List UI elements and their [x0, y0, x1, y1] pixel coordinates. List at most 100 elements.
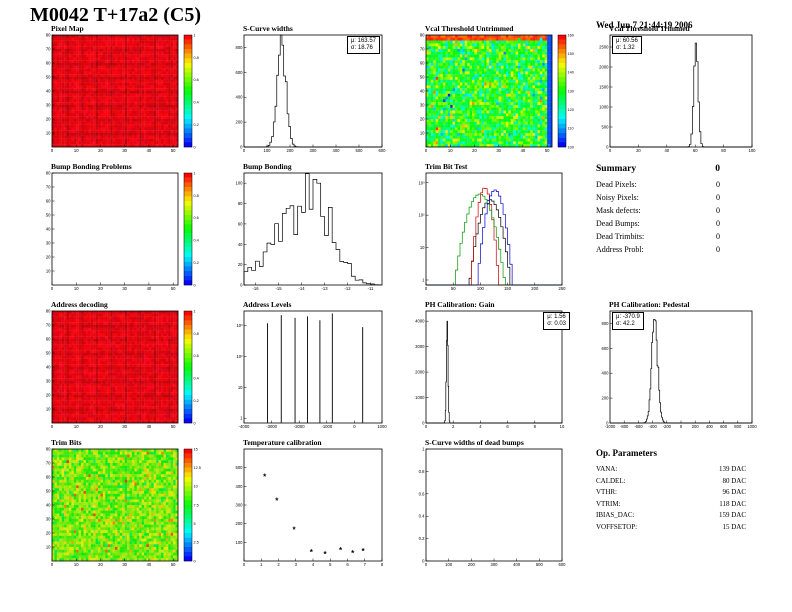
panel-temperature-calibration: Temperature calibration * * * * * * * * 0 1 2 3 4 5 6 7…	[228, 438, 390, 574]
panel-trim-bits: Trim Bits 0 10 20 30 40 50 10 20 30 40 50 60 70 80 15 1…	[36, 438, 206, 574]
svg-text:10²: 10²	[418, 213, 425, 218]
svg-text:10³: 10³	[418, 180, 425, 185]
svg-text:40: 40	[46, 227, 51, 232]
panel-dead-bumps-scurve: S-Curve widths of dead bumps 0 100 200 300 4…	[410, 438, 580, 574]
summary-value: 0	[716, 219, 720, 228]
panel-address-decoding: Address decoding 0 10 20 30 40 50 10 20 30 40 50 60…	[36, 300, 206, 436]
stats-box: μ: 163.57 σ: 18.76	[346, 36, 380, 54]
chart-title: S-Curve widths of dead bumps	[425, 438, 524, 447]
svg-text:250: 250	[559, 286, 567, 291]
op-row: VOFFSETOP: 15 DAC	[596, 522, 754, 534]
svg-text:40: 40	[147, 286, 152, 291]
chart-title: PH Calibration: Pedestal	[609, 300, 690, 309]
op-value: 139 DAC	[718, 465, 746, 473]
pixel-map-plot: 0 10 20 30 40 50 10 20 30 40 50 60 70 80 1 0.8 0.6 0.4 0.2…	[46, 33, 199, 153]
panel-ph-gain: PH Calibration: Gain 0 2 4 6 8 10 0 1000 2000 300…	[410, 300, 580, 436]
page-title: M0042 T+17a2 (C5)	[30, 4, 202, 26]
summary-total: 0	[715, 164, 720, 174]
panel-bump-bonding-problems: Bump Bonding Problems 0 10 20 30 40 50 10 20 30 4…	[36, 162, 206, 298]
svg-text:40: 40	[46, 89, 51, 94]
svg-text:0: 0	[243, 148, 246, 153]
svg-text:0.2: 0.2	[194, 261, 199, 265]
svg-text:40: 40	[420, 89, 425, 94]
chart-title: Temperature calibration	[243, 438, 322, 447]
svg-text:1: 1	[194, 33, 196, 37]
svg-text:120: 120	[568, 108, 574, 112]
stat-mu: μ: -370.9	[616, 314, 640, 320]
svg-text:100: 100	[477, 286, 485, 291]
summary-value: 0	[716, 245, 720, 254]
op-label: VTHR:	[596, 488, 617, 496]
svg-text:30: 30	[122, 286, 127, 291]
svg-text:800: 800	[236, 45, 244, 50]
summary-panel: Summary 0 Dead Pixels: 0 Noisy Pixels: 0…	[596, 164, 754, 256]
svg-text:80: 80	[46, 171, 51, 176]
chart-title: Pixel Map	[51, 24, 84, 33]
svg-text:200: 200	[531, 286, 539, 291]
svg-text:2500: 2500	[599, 45, 609, 50]
op-row: IBIAS_DAC: 159 DAC	[596, 510, 754, 522]
op-value: 15 DAC	[722, 522, 746, 531]
svg-text:50: 50	[171, 148, 176, 153]
stat-sigma: σ: 18.76	[350, 45, 373, 51]
svg-text:10: 10	[74, 286, 79, 291]
summary-label: Dead Trimbits:	[596, 232, 645, 241]
svg-text:0: 0	[425, 148, 428, 153]
op-value: 159 DAC	[718, 511, 746, 519]
op-value: 96 DAC	[722, 488, 746, 496]
panel-scurve-widths: S-Curve widths 0 100 200 300 400 500 600 0 200 40…	[228, 24, 390, 160]
panel-ph-pedestal: PH Calibration: Pedestal -1000 -800 -600 -4…	[594, 300, 760, 436]
svg-text:-16: -16	[252, 286, 259, 291]
svg-text:-13: -13	[321, 286, 328, 291]
svg-text:80: 80	[46, 33, 51, 38]
svg-text:500: 500	[356, 148, 364, 153]
svg-text:50: 50	[545, 148, 550, 153]
svg-text:0: 0	[194, 283, 196, 287]
svg-text:50: 50	[451, 286, 456, 291]
svg-text:600: 600	[379, 148, 387, 153]
svg-text:20: 20	[46, 255, 51, 260]
svg-text:0: 0	[606, 145, 609, 150]
svg-text:30: 30	[46, 103, 51, 108]
svg-text:150: 150	[568, 52, 574, 56]
svg-text:60: 60	[46, 199, 51, 204]
chart-title: Vcal Threshold Untrimmed	[425, 24, 514, 33]
svg-text:80: 80	[420, 33, 425, 38]
op-value: 80 DAC	[722, 476, 746, 485]
svg-text:100: 100	[236, 181, 244, 186]
panel-trim-bit-test: Trim Bit Test 0 50 100 150 200 250 1 10 10² 10³	[410, 162, 580, 298]
summary-row: Noisy Pixels: 0	[596, 191, 754, 204]
op-row: VTHR: 96 DAC	[596, 487, 754, 499]
svg-text:0.8: 0.8	[194, 56, 199, 60]
svg-text:-15: -15	[275, 286, 282, 291]
svg-text:40: 40	[238, 242, 243, 247]
op-label: IBIAS_DAC:	[596, 511, 635, 519]
svg-text:0: 0	[240, 145, 243, 150]
svg-text:20: 20	[98, 286, 103, 291]
stat-mu: μ: 1.56	[547, 314, 566, 320]
op-parameters-panel: Op. Parameters VANA: 139 DAC CALDEL: 80 …	[596, 448, 754, 533]
stat-sigma: σ: 0.03	[547, 321, 566, 327]
stat-sigma: σ: 1.32	[616, 45, 635, 51]
svg-text:0: 0	[194, 145, 196, 149]
summary-value: 0	[716, 193, 720, 202]
svg-text:50: 50	[420, 75, 425, 80]
svg-text:200: 200	[236, 120, 244, 125]
summary-value: 0	[716, 180, 720, 189]
chart-title: Bump Bonding	[243, 162, 292, 171]
chart-title: Trim Bits	[51, 438, 82, 447]
vcal-untrimmed-plot: 0 10 20 30 40 50 10 20 30 40 50 60 70 80 160 150 140 130 1…	[420, 33, 574, 153]
summary-label: Noisy Pixels:	[596, 193, 639, 202]
panel-bump-bonding: Bump Bonding -16 -15 -14 -13 -12 -11 0 20 40 60 80…	[228, 162, 390, 298]
svg-text:300: 300	[310, 148, 318, 153]
svg-text:-11: -11	[368, 286, 374, 291]
panel-pixel-map: Pixel Map 0 10 20 30 40 50 10 20 30 40 50 60 70 80 1 0.…	[36, 24, 206, 160]
chart-title: Trim Bit Test	[425, 162, 468, 171]
svg-text:20: 20	[472, 148, 477, 153]
svg-text:20: 20	[420, 117, 425, 122]
svg-text:20: 20	[46, 117, 51, 122]
svg-text:50: 50	[171, 286, 176, 291]
